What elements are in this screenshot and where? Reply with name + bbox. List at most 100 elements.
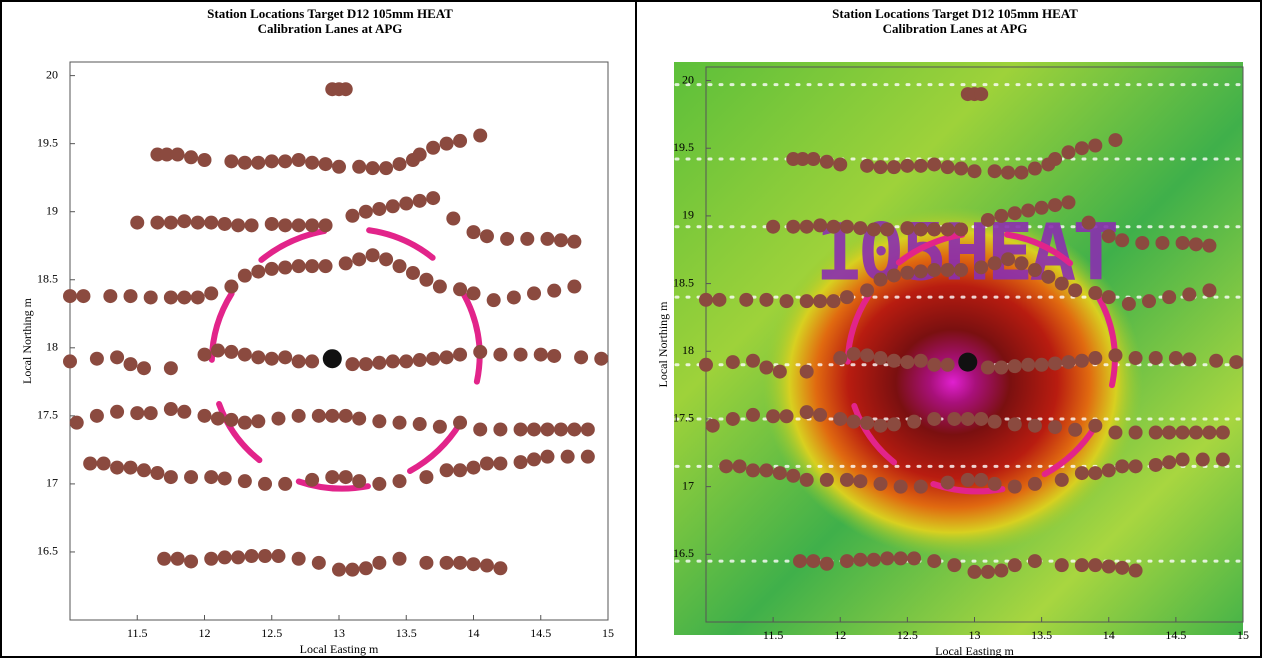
station <box>231 218 246 233</box>
station <box>799 364 814 379</box>
station <box>473 344 488 359</box>
station <box>1074 353 1089 368</box>
chart-subtitle: Calibration Lanes at APG <box>883 21 1028 36</box>
station <box>853 221 868 236</box>
station <box>766 219 781 234</box>
station <box>960 411 975 426</box>
station <box>352 411 367 426</box>
station <box>103 289 118 304</box>
y-tick-label: 19.5 <box>37 135 58 149</box>
station <box>1007 417 1022 432</box>
station <box>110 460 125 475</box>
station <box>163 470 178 485</box>
station <box>900 158 915 173</box>
station <box>204 470 219 485</box>
station <box>318 259 333 274</box>
station <box>954 222 969 237</box>
station <box>291 354 306 369</box>
station <box>190 215 205 230</box>
station <box>332 562 346 577</box>
station <box>987 256 1002 271</box>
station <box>89 408 104 423</box>
x-tick-label: 13 <box>969 628 981 642</box>
station <box>399 354 414 369</box>
station <box>1229 355 1244 370</box>
station <box>779 409 794 424</box>
station <box>338 408 353 423</box>
station <box>345 208 360 223</box>
station <box>940 263 955 278</box>
station <box>136 361 151 376</box>
station <box>1128 563 1143 578</box>
station <box>1014 165 1029 180</box>
station <box>980 212 995 227</box>
station <box>224 279 239 294</box>
station <box>860 416 875 431</box>
station <box>264 261 279 276</box>
y-tick-label: 18.5 <box>37 272 58 286</box>
station <box>237 474 252 489</box>
station <box>224 412 239 427</box>
station <box>839 554 854 569</box>
station <box>197 347 212 362</box>
station <box>1175 452 1190 467</box>
station <box>947 558 962 573</box>
station <box>453 282 468 297</box>
station <box>224 154 239 169</box>
station <box>1128 351 1143 366</box>
station <box>311 555 326 570</box>
station <box>190 290 205 305</box>
station <box>860 283 875 298</box>
station <box>1202 425 1217 440</box>
chart-title: Station Locations Target D12 105mm HEAT <box>207 6 453 21</box>
station <box>974 472 989 487</box>
y-tick-label: 17.5 <box>673 411 694 425</box>
chart-title: Station Locations Target D12 105mm HEAT <box>832 6 1078 21</box>
station <box>278 350 293 365</box>
station <box>833 157 848 172</box>
station <box>1101 229 1116 244</box>
station <box>1034 200 1049 215</box>
station <box>325 408 340 423</box>
station <box>345 357 360 372</box>
station <box>237 268 252 283</box>
station <box>385 354 400 369</box>
station <box>1061 355 1076 370</box>
panel-left: Station Locations Target D12 105mm HEATC… <box>20 6 614 656</box>
station <box>479 558 494 573</box>
y-axis-label: Local Northing m <box>656 301 670 388</box>
y-tick-label: 17 <box>682 478 694 492</box>
station <box>1061 145 1076 160</box>
station <box>873 476 888 491</box>
station <box>1054 472 1069 487</box>
station <box>886 268 901 283</box>
station <box>1041 269 1056 284</box>
station <box>772 364 787 379</box>
station <box>786 219 801 234</box>
station <box>1034 357 1049 372</box>
station <box>157 551 172 566</box>
station <box>833 411 848 426</box>
station <box>150 466 165 481</box>
x-tick-label: 14.5 <box>1165 628 1186 642</box>
station <box>567 422 582 437</box>
station <box>1027 263 1042 278</box>
station <box>819 154 834 169</box>
station <box>163 361 178 376</box>
station <box>486 293 501 308</box>
station <box>224 344 239 359</box>
station <box>264 154 279 169</box>
station <box>1182 352 1197 367</box>
y-tick-label: 20 <box>682 72 694 86</box>
station <box>305 354 320 369</box>
station <box>547 348 562 363</box>
station <box>1101 463 1116 478</box>
y-tick-label: 17.5 <box>37 408 58 422</box>
station <box>399 196 414 211</box>
station <box>520 231 535 246</box>
station <box>231 550 246 565</box>
y-tick-label: 16.5 <box>673 546 694 560</box>
station <box>1175 235 1190 250</box>
station <box>940 160 955 175</box>
station <box>372 414 387 429</box>
